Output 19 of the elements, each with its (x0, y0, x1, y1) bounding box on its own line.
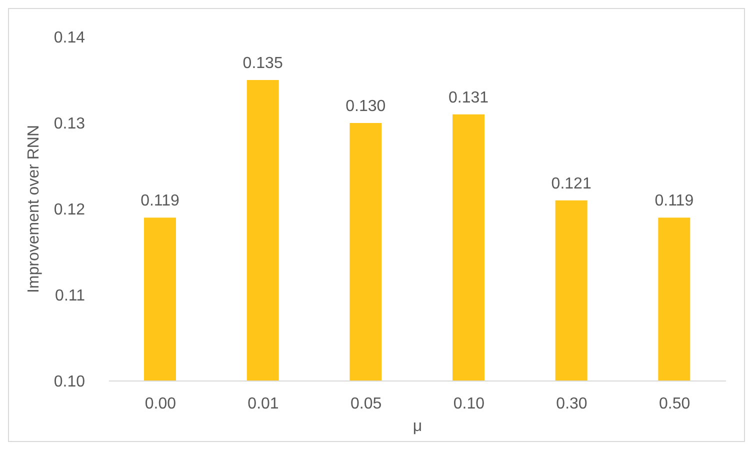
x-tick-label: 0.05 (350, 395, 382, 412)
data-label: 0.121 (551, 175, 592, 192)
x-tick-label: 0.00 (144, 395, 176, 412)
data-label: 0.130 (346, 98, 386, 115)
x-axis-title: μ (412, 418, 422, 435)
data-label: 0.131 (448, 89, 489, 106)
data-label: 0.135 (242, 55, 283, 72)
x-tick-label: 0.30 (556, 395, 588, 412)
y-axis-title: Improvement over RNN (26, 124, 43, 294)
data-label: 0.119 (654, 192, 694, 210)
data-label: 0.119 (140, 192, 180, 210)
x-tick-label: 0.01 (248, 395, 279, 412)
x-tick-label: 0.50 (659, 395, 690, 412)
x-tick-label: 0.10 (453, 395, 485, 412)
y-tick-label: 0.12 (54, 202, 86, 219)
y-tick-label: 0.11 (55, 288, 86, 305)
y-tick-label: 0.13 (54, 116, 86, 133)
y-tick-label: 0.14 (54, 30, 86, 47)
y-tick-label: 0.10 (54, 374, 86, 391)
